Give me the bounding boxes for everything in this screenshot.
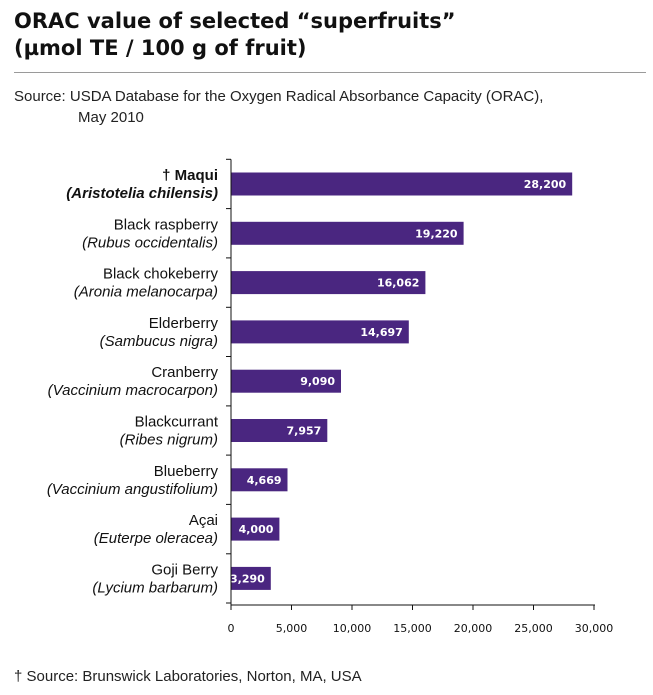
value-label-blackcurrant: 7,957: [287, 425, 322, 438]
category-scientific-maqui: (Aristotelia chilensis): [66, 185, 218, 202]
category-scientific-elderberry: (Sambucus nigra): [100, 333, 218, 350]
category-scientific-blueberry: (Vaccinium angustifolium): [47, 481, 218, 498]
chart-title-line1: ORAC value of selected “superfruits”: [14, 9, 456, 33]
footnote: † Source: Brunswick Laboratories, Norton…: [14, 668, 362, 685]
category-label-a-ai: Açai: [189, 512, 218, 529]
bar-maqui: [231, 172, 573, 196]
x-tick-label: 15,000: [393, 622, 432, 635]
category-label-blueberry: Blueberry: [154, 463, 219, 480]
category-scientific-cranberry: (Vaccinium macrocarpon): [48, 382, 218, 399]
value-label-black-raspberry: 19,220: [415, 227, 458, 240]
category-scientific-blackcurrant: (Ribes nigrum): [120, 432, 218, 449]
bar-blueberry: [231, 468, 288, 492]
title-divider: [14, 72, 646, 73]
source-line1: Source: USDA Database for the Oxygen Rad…: [14, 88, 544, 105]
category-label-cranberry: Cranberry: [151, 364, 218, 381]
x-tick-label: 10,000: [333, 622, 372, 635]
value-label-goji-berry: 3,290: [230, 572, 265, 585]
x-tick-label: 25,000: [514, 622, 553, 635]
chart-title: ORAC value of selected “superfruits” (µm…: [14, 8, 644, 62]
category-label-maqui: † Maqui: [162, 167, 218, 184]
category-label-blackcurrant: Blackcurrant: [135, 414, 219, 431]
value-label-black-chokeberry: 16,062: [377, 277, 419, 290]
bar-a-ai: [231, 517, 280, 541]
category-label-elderberry: Elderberry: [149, 315, 219, 332]
bar-elderberry: [231, 320, 409, 344]
chart-title-line2: (µmol TE / 100 g of fruit): [14, 36, 307, 60]
chart-source: Source: USDA Database for the Oxygen Rad…: [14, 86, 644, 128]
category-scientific-black-raspberry: (Rubus occidentalis): [82, 234, 218, 251]
value-label-blueberry: 4,669: [247, 474, 282, 487]
bar-blackcurrant: [231, 419, 328, 442]
source-line2: May 2010: [78, 109, 144, 126]
category-scientific-a-ai: (Euterpe oleracea): [94, 530, 218, 547]
category-scientific-black-chokeberry: (Aronia melanocarpa): [74, 284, 218, 301]
value-label-elderberry: 14,697: [360, 326, 402, 339]
category-label-black-chokeberry: Black chokeberry: [103, 266, 219, 283]
bar-cranberry: [231, 369, 341, 393]
category-label-black-raspberry: Black raspberry: [114, 216, 219, 233]
value-label-maqui: 28,200: [524, 178, 567, 191]
category-scientific-goji-berry: (Lycium barbarum): [92, 579, 218, 596]
x-tick-label: 20,000: [454, 622, 493, 635]
x-tick-label: 0: [228, 622, 235, 635]
x-tick-label: 30,000: [575, 622, 614, 635]
bar-goji-berry: [231, 566, 271, 590]
category-label-goji-berry: Goji Berry: [151, 561, 218, 578]
x-tick-label: 5,000: [276, 622, 308, 635]
value-label-a-ai: 4,000: [239, 523, 274, 536]
value-label-cranberry: 9,090: [300, 375, 335, 388]
bar-black-chokeberry: [231, 271, 426, 295]
bar-black-raspberry: [231, 221, 464, 245]
